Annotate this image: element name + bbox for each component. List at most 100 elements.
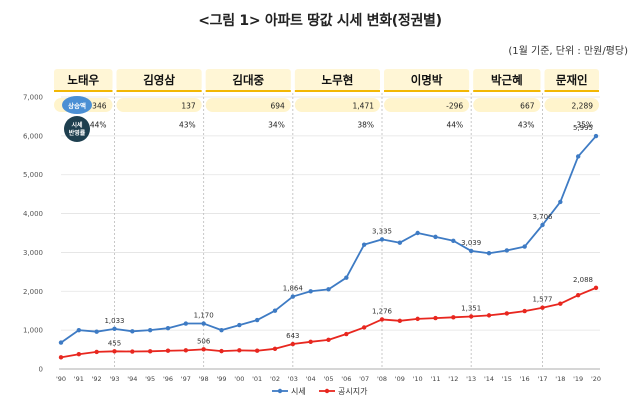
x-tick-label: '91 [74,375,84,383]
y-tick-label: 0 [39,366,43,374]
rise-row-bar [544,98,599,112]
ratio-value: 35% [576,121,593,130]
x-tick-label: '07 [359,375,369,383]
x-tick-label: '05 [323,375,333,383]
data-point [344,331,349,337]
ratio-row-label-bg [64,116,90,142]
period-name: 박근혜 [491,73,523,87]
data-point [130,329,135,334]
data-point [58,340,64,345]
data-point [165,348,171,353]
data-point [112,326,117,332]
data-point [397,240,403,245]
data-point [451,238,456,243]
series-line [60,287,597,359]
y-tick-label: 3,000 [23,249,43,257]
x-tick-label: '12 [448,375,458,383]
data-point [504,311,510,316]
x-tick-label: '20 [591,375,601,383]
x-tick-label: '02 [270,375,280,383]
data-label: 1,170 [194,312,214,320]
x-tick-label: '11 [430,375,440,383]
x-tick-label: '99 [216,375,226,383]
data-point [201,321,206,326]
data-label: 1,864 [283,285,304,293]
data-point [593,133,599,139]
data-point [219,348,224,354]
y-tick-label: 2,000 [23,288,43,296]
data-point [183,348,189,353]
rise-value: 667 [520,102,535,111]
data-point [361,325,367,330]
data-point [540,305,545,310]
ratio-value: 43% [518,121,535,130]
data-point [183,321,189,326]
data-point [237,322,242,328]
x-tick-label: '93 [109,375,119,383]
period-name: 김대중 [232,73,264,87]
rise-row-bar [473,98,541,112]
rise-value: 2,289 [572,102,594,111]
data-point [272,308,278,313]
ratio-value: 34% [268,121,285,130]
x-tick-label: '90 [56,375,66,383]
period-name: 노무현 [322,73,354,87]
period-name: 김영삼 [143,73,175,87]
period-header [116,69,202,91]
period-name: 문재인 [556,73,588,87]
x-tick-label: '15 [502,375,512,383]
x-tick-label: '08 [377,375,387,383]
x-tick-label: '92 [92,375,102,383]
ratio-value: 44% [90,121,107,130]
data-point [415,316,420,322]
x-tick-label: '19 [573,375,583,383]
data-point [219,327,224,333]
y-tick-label: 4,000 [23,210,43,218]
data-point [522,308,527,314]
period-header [473,69,541,91]
data-point [486,251,492,256]
x-tick-label: '04 [306,375,316,383]
rise-row-label-bg [62,96,92,114]
data-point [558,199,563,205]
rise-row-bar [384,98,470,112]
data-label: 3,039 [461,239,481,247]
data-point [308,339,313,344]
data-point [575,154,581,159]
x-tick-label: '01 [252,375,262,383]
data-point [433,234,438,240]
ratio-value: 44% [446,121,463,130]
data-point [254,348,260,353]
data-point [468,248,474,254]
data-point [397,318,403,324]
legend-marker [277,388,283,394]
rise-value: 346 [92,102,107,111]
data-label: 506 [197,337,211,345]
data-point [76,327,82,333]
data-point [326,337,331,343]
data-label: 5,995 [573,124,593,132]
data-label: 1,276 [372,307,393,315]
chart-title: <그림 1> 아파트 땅값 시세 변화(정권별) [198,13,442,29]
data-point [540,222,545,228]
data-point [361,242,367,247]
x-tick-label: '96 [163,375,173,383]
data-point [94,329,99,334]
data-point [290,341,296,347]
ratio-value: 38% [357,121,374,130]
legend-marker [324,388,330,394]
x-tick-label: '09 [395,375,405,383]
data-point [379,317,385,322]
x-tick-label: '97 [181,375,191,383]
data-label: 3,706 [532,213,553,221]
x-tick-label: '03 [288,375,298,383]
data-label: 455 [108,339,121,347]
data-point [165,326,171,331]
data-point [254,317,260,323]
rise-row-bar [205,98,291,112]
data-point [379,237,385,242]
data-point [451,315,456,320]
x-tick-label: '13 [466,375,476,383]
data-label: 1,577 [532,296,552,304]
data-label: 3,335 [372,227,392,235]
